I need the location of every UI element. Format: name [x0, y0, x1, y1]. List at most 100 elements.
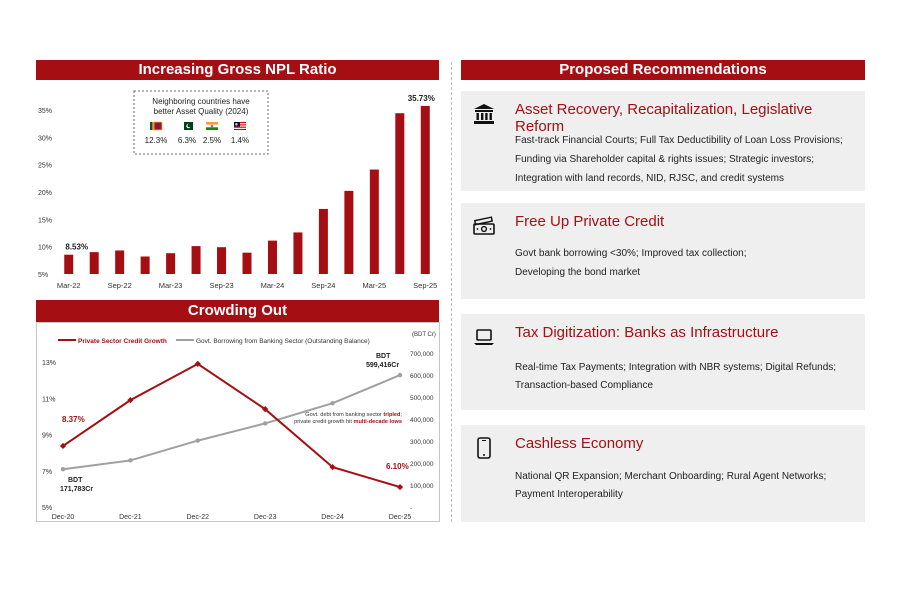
right-y-tick: 200,000 [410, 461, 434, 468]
npl-bar [293, 232, 303, 274]
borrow-end-label-2: 599,416Cr [366, 362, 399, 369]
npl-x-tick: Mar-25 [362, 281, 386, 290]
npl-y-tick: 10% [38, 245, 52, 252]
card-line: Govt bank borrowing <30%; Improved tax c… [515, 248, 747, 259]
card-line: Real-time Tax Payments; Integration with… [515, 362, 837, 373]
line-x-tick: Dec-20 [52, 514, 75, 521]
right-y-tick: 300,000 [410, 439, 434, 446]
govt-borrowing-point [330, 400, 335, 406]
right-y-tick: 400,000 [410, 417, 434, 424]
legend-credit-label: Private Sector Credit Growth [78, 338, 167, 345]
npl-bar [140, 256, 150, 274]
recommendation-card-private-credit: Free Up Private Credit Govt bank borrowi… [461, 203, 865, 299]
recommendation-card-tax-digitization: Tax Digitization: Banks as Infrastructur… [461, 314, 865, 410]
npl-bar [344, 190, 354, 274]
govt-borrowing-point [195, 438, 200, 443]
left-y-tick: 13% [42, 360, 56, 367]
npl-x-tick: Sep-25 [413, 281, 437, 290]
legend-credit-growth: Private Sector Credit Growth [58, 338, 167, 345]
crowding-out-line-chart: Private Sector Credit Growth Govt. Borro… [36, 322, 440, 522]
inset-value-malaysia: 1.4% [231, 136, 249, 145]
borrow-start-label-1: BDT [68, 477, 83, 484]
npl-bar-chart: 5% 10% 15% 20% 25% 30% 35% Mar-22 Sep-22 Mar-23 S… [38, 90, 437, 290]
npl-bar [64, 254, 74, 274]
card-title: Free Up Private Credit [515, 213, 665, 230]
borrow-start-label-2: 171,783Cr [60, 486, 93, 493]
line-x-tick: Dec-25 [389, 514, 412, 521]
asset-quality-inset: Neighboring countries have better Asset … [133, 90, 269, 155]
npl-first-data-label: 8.53% [65, 243, 88, 252]
right-axis-unit: (BDT Cr) [412, 332, 436, 338]
npl-y-tick: 35% [38, 108, 52, 115]
left-y-tick: 11% [42, 396, 56, 403]
annotation-line-1: Govt. debt from banking sector tripled; [305, 412, 402, 418]
malaysia-flag-icon [234, 122, 246, 130]
line-x-tick: Dec-24 [321, 514, 344, 521]
india-flag-icon [206, 122, 218, 130]
panel-divider [451, 62, 452, 522]
govt-borrowing-point [128, 458, 133, 463]
credit-growth-line [62, 362, 401, 489]
left-y-tick: 7% [42, 469, 52, 476]
card-line: National QR Expansion; Merchant Onboardi… [515, 471, 827, 482]
right-y-tick: 100,000 [410, 483, 434, 490]
npl-last-data-label: 35.73% [408, 94, 435, 103]
npl-y-tick: 5% [38, 272, 48, 279]
npl-bar [267, 240, 277, 274]
npl-x-tick: Sep-22 [108, 281, 132, 290]
npl-y-tick: 15% [38, 217, 52, 224]
card-line: Fast-track Financial Courts; Full Tax De… [515, 135, 843, 146]
npl-bar [191, 246, 201, 274]
inset-value-pakistan: 6.3% [178, 136, 196, 145]
inset-value-sri-lanka: 12.3% [145, 136, 168, 145]
govt-borrowing-point [397, 372, 403, 378]
npl-x-tick: Sep-24 [311, 281, 335, 290]
line-x-tick: Dec-23 [254, 514, 277, 521]
right-y-tick: - [410, 505, 412, 512]
legend-borrow-label: Govt. Borrowing from Banking Sector (Out… [196, 338, 370, 345]
recommendation-card-cashless-economy: Cashless Economy National QR Expansion; … [461, 425, 865, 522]
npl-y-tick: 25% [38, 163, 52, 170]
recommendation-card-asset-recovery: Asset Recovery, Recapitalization, Legisl… [461, 91, 865, 191]
borrow-end-label-1: BDT [376, 353, 391, 360]
laptop-icon [474, 329, 494, 345]
card-line: Payment Interoperability [515, 489, 623, 500]
cash-icon [473, 216, 495, 235]
npl-bar [89, 252, 99, 274]
npl-x-tick: Sep-23 [209, 281, 233, 290]
right-y-tick: 700,000 [410, 351, 434, 358]
npl-bar [420, 105, 430, 274]
crowding-out-title: Crowding Out [36, 300, 439, 322]
left-y-tick: 5% [42, 505, 52, 512]
npl-x-tick: Mar-23 [159, 281, 183, 290]
left-y-tick: 9% [42, 433, 52, 440]
line-x-tick: Dec-22 [187, 514, 210, 521]
card-title: Cashless Economy [515, 435, 644, 452]
card-line: Integration with land records, NID, RJSC… [515, 173, 784, 184]
npl-y-tick: 30% [38, 135, 52, 142]
bank-building-icon [474, 104, 494, 124]
npl-y-tick: 20% [38, 190, 52, 197]
card-line: Transaction-based Compliance [515, 380, 654, 391]
npl-bar [242, 252, 252, 274]
npl-bar [166, 253, 176, 274]
govt-borrowing-point [263, 421, 268, 426]
inset-value-india: 2.5% [203, 136, 221, 145]
smartphone-icon [477, 437, 491, 459]
line-x-tick: Dec-21 [119, 514, 142, 521]
npl-bar [369, 169, 379, 274]
npl-x-tick: Mar-22 [57, 281, 81, 290]
card-line: Funding via Shareholder capital & rights… [515, 154, 815, 165]
npl-bar [318, 208, 328, 274]
credit-end-label: 6.10% [386, 462, 409, 471]
legend-govt-borrowing: Govt. Borrowing from Banking Sector (Out… [176, 338, 370, 345]
govt-borrowing-line [62, 374, 401, 471]
pakistan-flag-icon [181, 122, 193, 130]
sri-lanka-flag-icon [150, 121, 163, 131]
card-line: Developing the bond market [515, 267, 641, 278]
npl-bar [395, 113, 405, 274]
govt-borrowing-point [60, 467, 66, 472]
inset-title-line1: Neighboring countries have [152, 97, 250, 106]
npl-bar [115, 250, 125, 274]
card-title: Tax Digitization: Banks as Infrastructur… [515, 324, 779, 341]
